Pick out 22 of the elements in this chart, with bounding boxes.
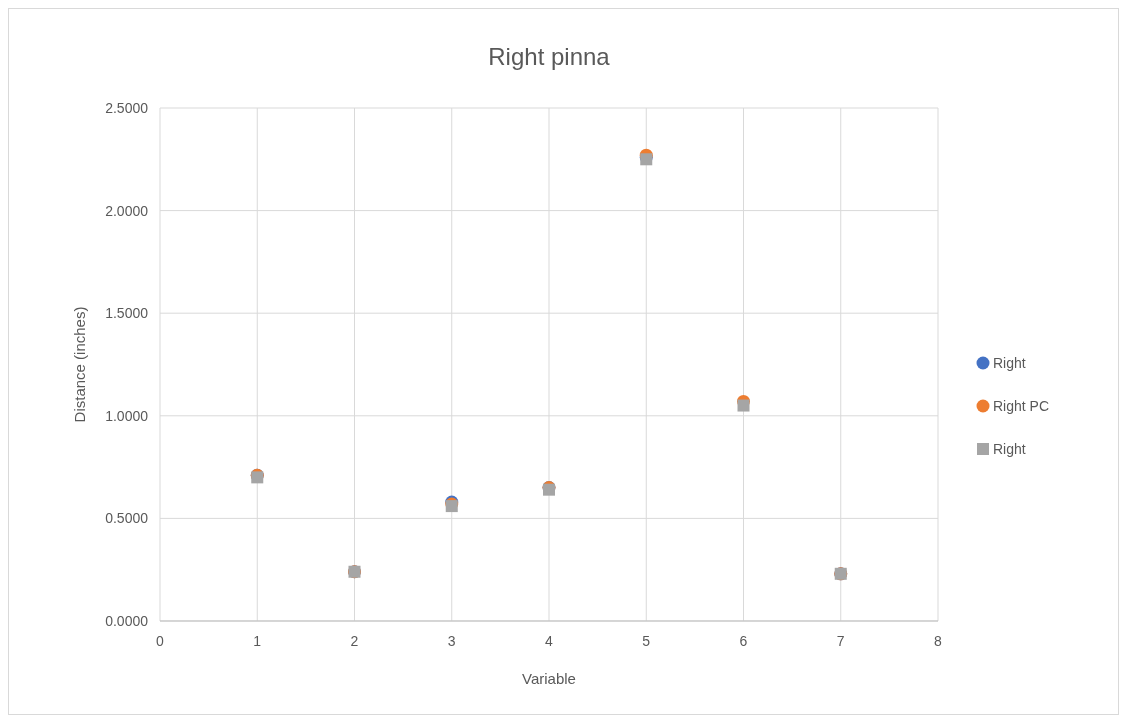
y-tick-label: 2.0000 [105,202,149,219]
y-tick-label: 0.0000 [105,613,149,629]
x-tick-label: 7 [836,633,845,649]
x-tick-label: 8 [934,633,943,649]
legend-label: Right [993,441,1026,457]
y-tick-label: 2.5000 [105,100,149,116]
x-axis-title: Variable [522,670,576,687]
legend-label: Right [993,355,1026,371]
point [737,399,750,412]
chart-title: Right pinna [488,43,611,70]
y-tick-label: 0.5000 [105,510,149,527]
x-tick-label: 3 [447,633,456,649]
y-tick-label: 1.0000 [105,407,149,424]
legend-label: Right PC [993,398,1050,414]
y-tick-label: 1.5000 [105,305,149,322]
y-axis-title: Distance (inches) [71,306,88,423]
x-tick-label: 4 [545,633,554,649]
x-tick-label: 1 [253,633,262,649]
x-tick-label: 2 [350,633,359,649]
x-tick-label: 6 [739,633,748,649]
x-tick-label: 5 [642,633,651,649]
x-tick-label: 0 [156,633,165,649]
